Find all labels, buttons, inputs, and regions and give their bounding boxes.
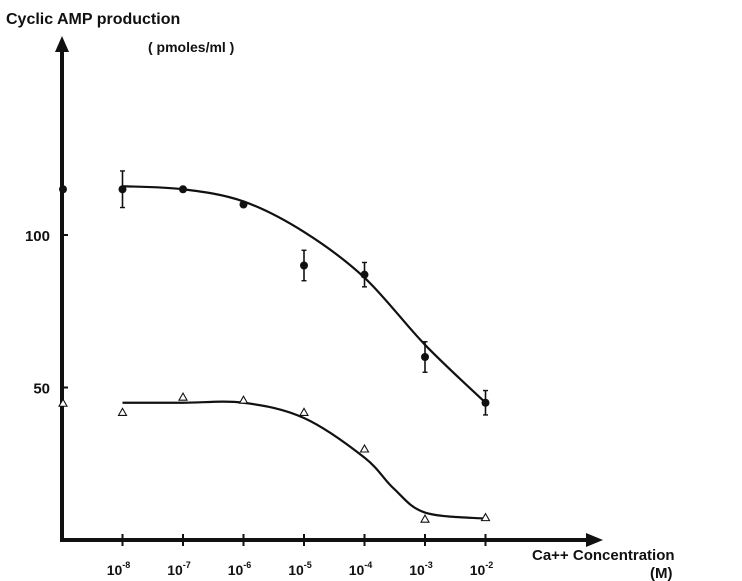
x-axis-title: Ca++ Concentration — [532, 547, 675, 564]
data-point-series-1 — [300, 261, 308, 270]
data-point-control-series-1 — [59, 185, 67, 194]
x-tick-label: 10-5 — [288, 560, 312, 578]
x-tick-base: 10 — [349, 562, 365, 578]
data-points — [58, 170, 491, 523]
x-tick-label: 10-2 — [470, 560, 494, 578]
data-point-series-2 — [480, 512, 491, 522]
data-point-series-1 — [481, 398, 490, 407]
y-axis-arrow — [55, 36, 69, 52]
data-point-series-1 — [118, 185, 127, 194]
data-point-series-2 — [117, 407, 128, 416]
x-tick-label: 10-3 — [409, 560, 433, 578]
data-point-control-series-2 — [58, 398, 68, 407]
fit-curve-2 — [122, 400, 486, 520]
x-axis-unit: (M) — [650, 565, 673, 581]
x-tick-exponent: -8 — [122, 560, 130, 570]
x-tick-base: 10 — [409, 562, 425, 578]
x-tick-exponent: -4 — [364, 560, 372, 570]
x-tick-base: 10 — [470, 562, 486, 578]
data-point-series-2 — [238, 395, 249, 404]
x-tick-exponent: -2 — [485, 560, 493, 570]
fitted-curves — [122, 185, 487, 520]
data-point-series-1 — [179, 185, 187, 194]
x-tick-base: 10 — [228, 562, 244, 578]
y-tick-label: 100 — [25, 228, 50, 245]
x-tick-base: 10 — [167, 562, 183, 578]
data-point-series-1 — [239, 200, 248, 209]
x-tick-exponent: -6 — [243, 560, 251, 570]
x-tick-exponent: -7 — [183, 560, 191, 570]
y-tick-label: 50 — [33, 381, 50, 398]
data-point-series-2 — [178, 392, 188, 401]
x-tick-exponent: -5 — [304, 560, 312, 570]
data-point-series-2 — [359, 443, 370, 453]
x-tick-label: 10-7 — [167, 560, 191, 578]
data-point-series-1 — [360, 270, 369, 279]
x-tick-label: 10-6 — [228, 560, 252, 578]
y-axis-unit: ( pmoles/ml ) — [148, 39, 234, 55]
x-tick-base: 10 — [107, 562, 123, 578]
data-point-series-1 — [421, 353, 429, 361]
x-tick-exponent: -3 — [425, 560, 433, 570]
x-axis-arrow — [586, 533, 603, 547]
x-tick-label: 10-8 — [107, 560, 131, 578]
fit-curve-1 — [122, 185, 487, 404]
data-point-series-2 — [299, 407, 309, 416]
y-axis-title: Cyclic AMP production — [6, 11, 180, 28]
x-axis-title-text: Ca++ Concentration — [532, 547, 675, 564]
x-tick-base: 10 — [288, 562, 304, 578]
x-tick-label: 10-4 — [349, 560, 373, 578]
data-point-series-2 — [420, 514, 430, 523]
